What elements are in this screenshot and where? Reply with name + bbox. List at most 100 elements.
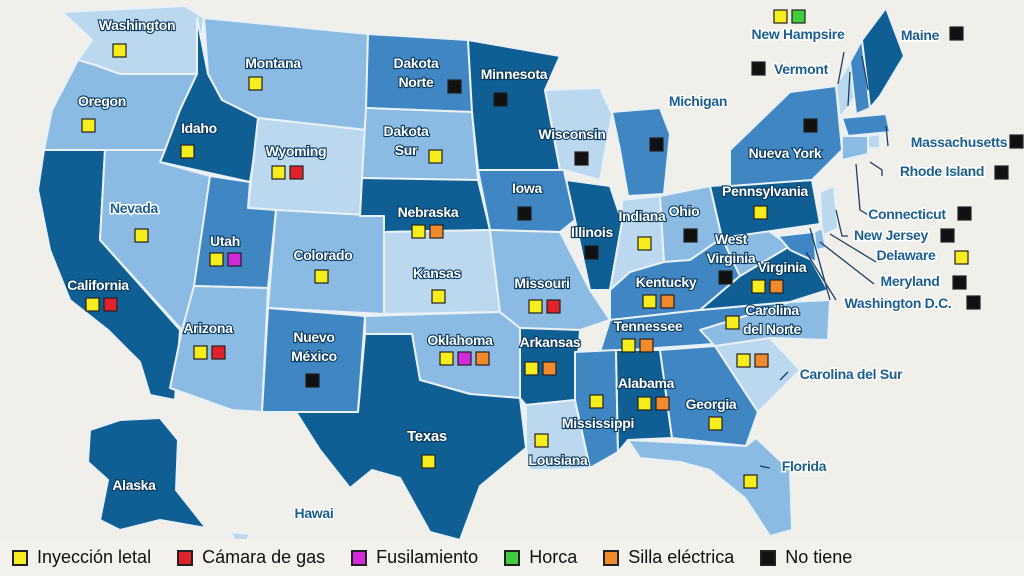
state-label-kansas: Kansas xyxy=(413,265,462,281)
leader-line xyxy=(869,161,883,176)
legend-item-firing: Fusilamiento xyxy=(351,547,478,568)
state-shape-maine xyxy=(861,7,905,109)
legend-item-hanging: Horca xyxy=(504,547,577,568)
leader-line xyxy=(861,55,869,91)
marker-electric-tennessee xyxy=(639,338,654,353)
leader-line xyxy=(805,251,837,301)
state-label-carolina-del-sur: Carolina del Sur xyxy=(800,366,903,382)
state-shape-meryland xyxy=(777,231,817,263)
marker-lethal-texas xyxy=(421,454,436,469)
marker-lethal-new-hampsire xyxy=(773,9,788,24)
marker-none-connecticut xyxy=(957,206,972,221)
state-shape-iowa xyxy=(477,169,576,233)
state-label-nuevo-mexico: Nuevo México xyxy=(291,329,337,364)
leader-line xyxy=(779,371,789,381)
state-label-new-hampsire: New Hampsire xyxy=(752,26,845,42)
marker-none-wisconsin xyxy=(574,151,589,166)
state-label-georgia: Georgia xyxy=(686,396,737,412)
legend-label-hanging: Horca xyxy=(529,547,578,567)
state-shape-dakota-norte xyxy=(365,33,473,113)
state-shape-texas xyxy=(295,333,527,541)
marker-firing-utah xyxy=(227,252,242,267)
marker-lethal-oregon xyxy=(81,118,96,133)
marker-lethal-utah xyxy=(209,252,224,267)
legend-item-lethal: Inyección letal xyxy=(12,547,151,568)
state-label-carolina-del-norte: Carolina del Norte xyxy=(743,302,801,337)
state-label-california: California xyxy=(67,277,129,293)
marker-none-illinois xyxy=(584,245,599,260)
state-label-florida: Florida xyxy=(782,458,827,474)
legend-item-none: No tiene xyxy=(760,547,852,568)
state-label-missouri: Missouri xyxy=(514,275,569,291)
state-label-virginia: Virginia xyxy=(758,259,807,275)
state-label-washington: Washington xyxy=(99,17,176,33)
state-label-vermont: Vermont xyxy=(774,61,829,77)
state-label-massachusetts: Massachusetts xyxy=(911,134,1008,150)
marker-lethal-washington xyxy=(112,43,127,58)
state-label-new-jersey: New Jersey xyxy=(854,227,929,243)
state-label-nevada: Nevada xyxy=(110,200,159,216)
state-label-alabama: Alabama xyxy=(618,375,675,391)
marker-firing-oklahoma xyxy=(457,351,472,366)
marker-lethal-delaware xyxy=(954,250,969,265)
marker-lethal-florida xyxy=(743,474,758,489)
marker-lethal-nebraska xyxy=(411,224,426,239)
marker-none-massachusetts xyxy=(1009,134,1024,149)
legend-item-gas: Cámara de gas xyxy=(177,547,325,568)
state-shape-dakota-sur xyxy=(361,107,479,181)
leader-line xyxy=(835,209,848,237)
state-shape-connecticut xyxy=(841,135,869,161)
marker-gas-california xyxy=(103,297,118,312)
marker-none-michigan xyxy=(649,137,664,152)
marker-lethal-carolina-del-sur xyxy=(736,353,751,368)
state-label-rhode-island: Rhode Island xyxy=(900,163,984,179)
marker-electric-kentucky xyxy=(660,294,675,309)
state-shape-missouri xyxy=(489,229,611,331)
marker-lethal-oklahoma xyxy=(439,351,454,366)
marker-lethal-kentucky xyxy=(642,294,657,309)
marker-gas-arizona xyxy=(211,345,226,360)
marker-lethal-nevada xyxy=(134,228,149,243)
leader-line xyxy=(837,51,845,85)
marker-electric-oklahoma xyxy=(475,351,490,366)
state-label-utah: Utah xyxy=(210,233,240,249)
marker-electric-virginia xyxy=(769,279,784,294)
marker-hanging-new-hampsire xyxy=(791,9,806,24)
legend-label-none: No tiene xyxy=(785,547,853,567)
leader-line xyxy=(759,465,771,469)
state-label-oklahoma: Oklahoma xyxy=(427,332,493,348)
state-label-indiana: Indiana xyxy=(619,208,666,224)
marker-gas-missouri xyxy=(546,299,561,314)
state-label-arkansas: Arkansas xyxy=(520,334,581,350)
marker-lethal-kansas xyxy=(431,289,446,304)
state-labels: Washington Oregon California Idaho Nevada Mon… xyxy=(66,16,1009,523)
state-label-michigan: Michigan xyxy=(669,93,727,109)
state-label-montana: Montana xyxy=(245,55,301,71)
state-shape-wyoming xyxy=(247,117,367,217)
marker-lethal-indiana xyxy=(637,236,652,251)
state-shape-new-jersey xyxy=(819,185,839,237)
state-label-washington-dc: Washington D.C. xyxy=(845,295,952,311)
state-shape-wisconsin xyxy=(544,87,613,181)
marker-none-vermont xyxy=(751,61,766,76)
marker-none-nuevo-mexico xyxy=(305,373,320,388)
leader-line xyxy=(809,227,831,301)
marker-lethal-alabama xyxy=(637,396,652,411)
state-shape-nueva-york xyxy=(729,85,843,187)
state-shape-alaska xyxy=(87,417,207,531)
state-label-tennessee: Tennessee xyxy=(614,318,683,334)
state-label-mississippi: Mississippi xyxy=(562,415,634,431)
legend-swatch-hanging xyxy=(504,549,521,566)
marker-lethal-dakota-sur xyxy=(428,149,443,164)
state-label-nebraska: Nebraska xyxy=(398,204,459,220)
marker-none-minnesota xyxy=(493,92,508,107)
marker-lethal-georgia xyxy=(708,416,723,431)
marker-none-washington-dc xyxy=(966,295,981,310)
state-shape-michigan xyxy=(611,107,671,197)
marker-lethal-virginia xyxy=(751,279,766,294)
state-shape-illinois xyxy=(563,169,623,291)
marker-gas-wyoming xyxy=(289,165,304,180)
state-shape-mississippi xyxy=(574,349,619,469)
marker-lethal-idaho xyxy=(180,144,195,159)
state-shapes xyxy=(37,5,905,561)
